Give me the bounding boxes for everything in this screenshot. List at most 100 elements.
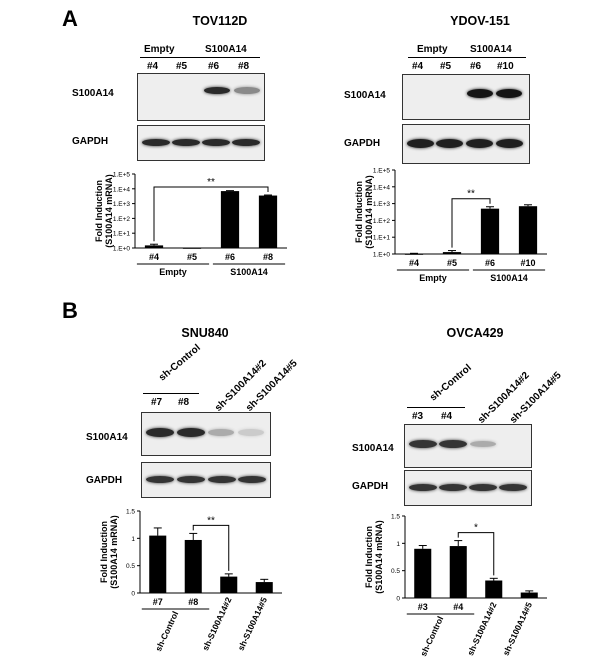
y-tick-label: 1.E+0 — [373, 252, 391, 259]
y-axis-label: Fold Induction — [99, 521, 109, 583]
significance-label: * — [474, 523, 478, 534]
ydov-s100a14-blot — [402, 74, 530, 120]
group-label: Empty — [159, 267, 187, 277]
x-tick-label: #6 — [225, 252, 235, 262]
tov-gapdh-band — [172, 139, 200, 146]
panel-letter-a: A — [62, 6, 78, 31]
ovca-gapdh-band — [469, 484, 497, 491]
ydov-s100a14-band — [467, 89, 493, 98]
y-axis-label: (S100A14 mRNA) — [109, 515, 119, 589]
bar — [520, 592, 538, 598]
chart-tov112d: 1.E+0 1.E+1 1.E+2 1.E+3 1.E+4 1.E+5 Fold Induc… — [94, 172, 287, 277]
bar — [255, 582, 273, 593]
x-tick-label: #7 — [153, 597, 163, 607]
bar — [149, 535, 167, 593]
y-axis-label: (S100A14 mRNA) — [364, 175, 374, 249]
y-axis-label: Fold Induction — [94, 180, 104, 242]
bar — [414, 548, 432, 598]
ovca-gapdh-band — [499, 484, 527, 491]
x-tick-label: #4 — [453, 602, 463, 612]
tov-lane-4: #8 — [238, 61, 250, 72]
y-tick-label: 0.5 — [391, 568, 400, 575]
y-tick-label: 1.E+1 — [113, 231, 131, 238]
x-tick-label: #3 — [418, 602, 428, 612]
tov-gapdh-band — [142, 139, 170, 146]
ydov-lane-2: #5 — [440, 61, 452, 72]
bar — [518, 206, 538, 254]
group-label: S100A14 — [230, 267, 268, 277]
y-tick-label: 1.E+1 — [373, 235, 391, 242]
bar — [144, 245, 164, 248]
y-tick-label: 1.E+4 — [373, 184, 391, 191]
group-label: S100A14 — [490, 273, 528, 283]
bar — [485, 580, 503, 598]
snu-group-line — [143, 393, 199, 394]
snu-s100a14-band — [146, 428, 174, 437]
snu840-title: SNU840 — [181, 326, 229, 340]
x-tick-label: sh-S100A14#2 — [465, 600, 499, 657]
y-tick-label: 1.5 — [391, 514, 400, 521]
significance-label: ** — [467, 189, 475, 200]
ovca-gapdh-band — [409, 484, 437, 491]
snu-gapdh-band — [146, 476, 174, 483]
bar — [449, 546, 467, 598]
snu-group-sh-control: sh-Control — [157, 342, 203, 384]
chart-ydov151: 1.E+0 1.E+1 1.E+2 1.E+3 1.E+4 1.E+5 Fold Induc… — [354, 168, 547, 283]
x-tick-label: #5 — [447, 258, 457, 268]
ovca-blot-label-s100a14: S100A14 — [352, 443, 394, 454]
tov-blot-label-s100a14: S100A14 — [72, 88, 114, 99]
snu-gapdh-band — [177, 476, 205, 483]
ovca-s100a14-band — [470, 441, 496, 447]
ovca-gapdh-band — [439, 484, 467, 491]
group-label: sh-Control — [418, 615, 445, 658]
y-tick-label: 1.E+3 — [373, 201, 391, 208]
x-tick-label: #4 — [149, 252, 159, 262]
ydov-group-empty: Empty — [417, 44, 448, 55]
chart-snu840: 0 0.5 1 1.5 Fold Induction (S100A14 mRNA) #7 #8… — [99, 509, 282, 653]
snu-blot-label-gapdh: GAPDH — [86, 475, 123, 486]
y-tick-label: 1 — [396, 541, 400, 548]
tov-group-empty: Empty — [144, 44, 175, 55]
y-tick-label: 1.5 — [126, 509, 135, 516]
ydov-gapdh-band — [407, 139, 434, 148]
y-tick-label: 1.E+4 — [113, 186, 131, 193]
bar — [258, 195, 278, 248]
significance-bracket — [457, 532, 495, 576]
y-axis-label: (S100A14 mRNA) — [104, 174, 114, 248]
snu-s100a14-band — [208, 429, 234, 436]
significance-bracket — [451, 198, 491, 248]
snu-lane-1: #7 — [151, 397, 163, 408]
ovca-lane-2: #4 — [441, 411, 453, 422]
ovca-s100a14-blot — [404, 424, 532, 468]
bar — [220, 191, 240, 248]
snu-lane-2: #8 — [178, 397, 190, 408]
ydov-lane-3: #6 — [470, 61, 482, 72]
tov-s100a14-blot — [137, 73, 265, 121]
x-tick-label: #8 — [263, 252, 273, 262]
bar — [404, 254, 424, 255]
y-tick-label: 1.E+5 — [373, 168, 391, 175]
bar — [182, 248, 202, 249]
ovca429-title: OVCA429 — [446, 326, 504, 340]
significance-label: ** — [207, 177, 215, 188]
tov-s100a14-band — [204, 87, 230, 94]
tov-lane-2: #5 — [176, 61, 188, 72]
x-tick-label: #8 — [188, 597, 198, 607]
tov-lane-3: #6 — [208, 61, 220, 72]
ydov-lane-1: #4 — [412, 61, 424, 72]
y-axis-label: Fold Induction — [354, 181, 364, 243]
ovca-group-line — [407, 407, 465, 408]
significance-label: ** — [207, 515, 215, 526]
ydov-group-line — [408, 57, 526, 58]
snu-s100a14-band — [238, 429, 264, 436]
tov-group-s100a14: S100A14 — [205, 44, 247, 55]
tov-blot-label-gapdh: GAPDH — [72, 136, 109, 147]
y-tick-label: 1.E+0 — [113, 246, 131, 253]
ydov151-title: YDOV-151 — [450, 14, 510, 28]
tov-group-line — [140, 57, 260, 58]
x-tick-label: #5 — [187, 252, 197, 262]
ydov-s100a14-band — [496, 89, 522, 98]
tov-gapdh-blot — [137, 125, 265, 161]
bar — [480, 208, 500, 254]
tov-gapdh-band — [232, 139, 260, 146]
